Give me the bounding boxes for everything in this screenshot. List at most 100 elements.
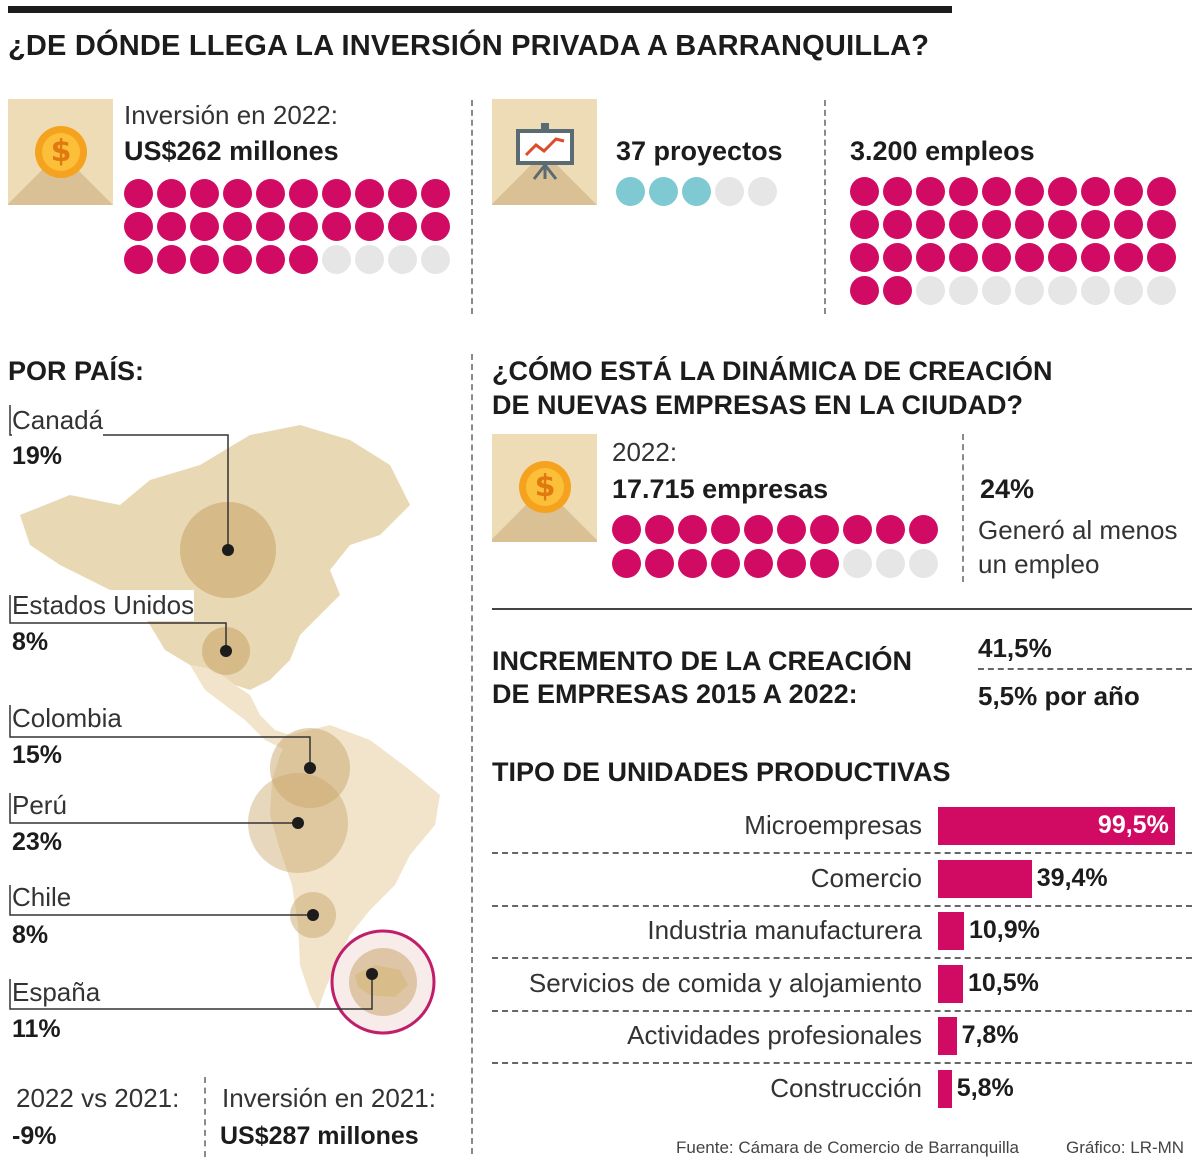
empty-dot: [1147, 276, 1176, 305]
filled-dot: [645, 549, 674, 578]
empty-dot: [1048, 276, 1077, 305]
comparison-value: -9%: [12, 1122, 57, 1150]
dynamics-icon-box: $: [492, 434, 597, 542]
empty-dot: [715, 177, 744, 206]
empty-dot: [916, 276, 945, 305]
source-note: Fuente: Cámara de Comercio de Barranquil…: [676, 1138, 1020, 1157]
filled-dot: [157, 245, 186, 274]
filled-dot: [223, 179, 252, 208]
leader-usa: [9, 595, 227, 651]
filled-dot: [810, 515, 839, 544]
inv2021-value: US$287 millones: [220, 1122, 419, 1150]
bar-value-label: 10,9%: [968, 916, 1040, 944]
point-usa: [220, 645, 232, 657]
filled-dot: [1015, 210, 1044, 239]
filled-dot: [850, 276, 879, 305]
filled-dot: [810, 549, 839, 578]
bar-value-label: 39,4%: [1036, 863, 1108, 892]
filled-dot: [421, 212, 450, 241]
filled-dot: [223, 245, 252, 274]
country-pct: 11%: [12, 1015, 61, 1043]
divider: [962, 434, 964, 582]
investment-label: Inversión en 2022:: [124, 100, 338, 130]
country-name: Colombia: [12, 703, 122, 734]
country-pct: 8%: [12, 628, 49, 656]
filled-dot: [1015, 243, 1044, 272]
empty-dot: [982, 276, 1011, 305]
filled-dot: [982, 210, 1011, 239]
row-divider: [492, 904, 1192, 907]
filled-dot: [645, 515, 674, 544]
filled-dot: [883, 243, 912, 272]
increase-heading-1: INCREMENTO DE LA CREACIÓN: [492, 646, 913, 676]
filled-dot: [850, 177, 879, 206]
filled-dot: [1048, 210, 1077, 239]
country-pct: 19%: [12, 442, 63, 470]
filled-dot: [355, 212, 384, 241]
filled-dot: [322, 179, 351, 208]
filled-dot: [190, 179, 219, 208]
filled-dot: [982, 243, 1011, 272]
empty-dot: [876, 549, 905, 578]
empty-dot: [843, 549, 872, 578]
dollar-coin-icon: $: [35, 126, 87, 178]
bar-category-label: Servicios de comida y alojamiento: [528, 967, 922, 998]
filled-dot: [1114, 243, 1143, 272]
increase-per-year: 5,5% por año: [978, 681, 1140, 711]
filled-dot: [1147, 210, 1176, 239]
filled-dot: [1048, 177, 1077, 206]
filled-dot: [322, 212, 351, 241]
filled-dot: [1114, 177, 1143, 206]
projects-icon-box: [492, 99, 597, 205]
filled-dot: [909, 515, 938, 544]
investment-value: US$262 millones: [124, 136, 339, 166]
filled-dot: [876, 515, 905, 544]
bar: [938, 807, 1175, 845]
bar-category-label: Construcción: [770, 1072, 922, 1103]
filled-dot: [1147, 177, 1176, 206]
divider: [492, 608, 1192, 610]
dynamics-year: 2022:: [612, 437, 678, 467]
filled-dot: [850, 210, 879, 239]
row-divider: [492, 957, 1192, 959]
bar: [938, 964, 963, 1003]
leader-colombia: [9, 705, 311, 768]
filled-dot: [355, 179, 384, 208]
filled-dot: [1147, 243, 1176, 272]
filled-dot: [678, 549, 707, 578]
filled-dot: [777, 549, 806, 578]
divider: [471, 354, 473, 1154]
dynamics-companies: 17.715 empresas: [612, 474, 829, 504]
bar-category-label: Microempresas: [744, 810, 922, 840]
filled-dot: [777, 515, 806, 544]
filled-dot: [711, 549, 740, 578]
filled-dot: [256, 245, 285, 274]
empty-dot: [388, 245, 417, 274]
filled-dot: [421, 179, 450, 208]
row-divider: [492, 852, 1192, 854]
central-america-shape: [190, 665, 300, 750]
empty-dot: [355, 245, 384, 274]
inv2021-label: Inversión en 2021:: [222, 1083, 436, 1113]
divider: [471, 100, 473, 314]
row-divider: [492, 1009, 1192, 1012]
country-pct: 23%: [12, 828, 63, 856]
bar-value-label: 7,8%: [961, 1021, 1019, 1049]
page-title: ¿DE DÓNDE LLEGA LA INVERSIÓN PRIVADA A B…: [8, 30, 930, 62]
chart-title: TIPO DE UNIDADES PRODUCTIVAS: [492, 757, 951, 787]
bar: [938, 912, 964, 950]
empty-dot: [1114, 276, 1143, 305]
filled-dot: [1114, 210, 1143, 239]
filled-dot: [883, 177, 912, 206]
filled-dot: [744, 515, 773, 544]
empty-dot: [421, 245, 450, 274]
bar: [938, 859, 1032, 898]
filled-dot: [124, 212, 153, 241]
dynamics-heading-1: ¿CÓMO ESTÁ LA DINÁMICA DE CREACIÓN: [492, 356, 1053, 386]
filled-dot: [289, 245, 318, 274]
filled-dot: [1081, 210, 1110, 239]
filled-dot: [883, 210, 912, 239]
filled-dot: [256, 179, 285, 208]
filled-dot: [649, 177, 678, 206]
empty-dot: [1081, 276, 1110, 305]
